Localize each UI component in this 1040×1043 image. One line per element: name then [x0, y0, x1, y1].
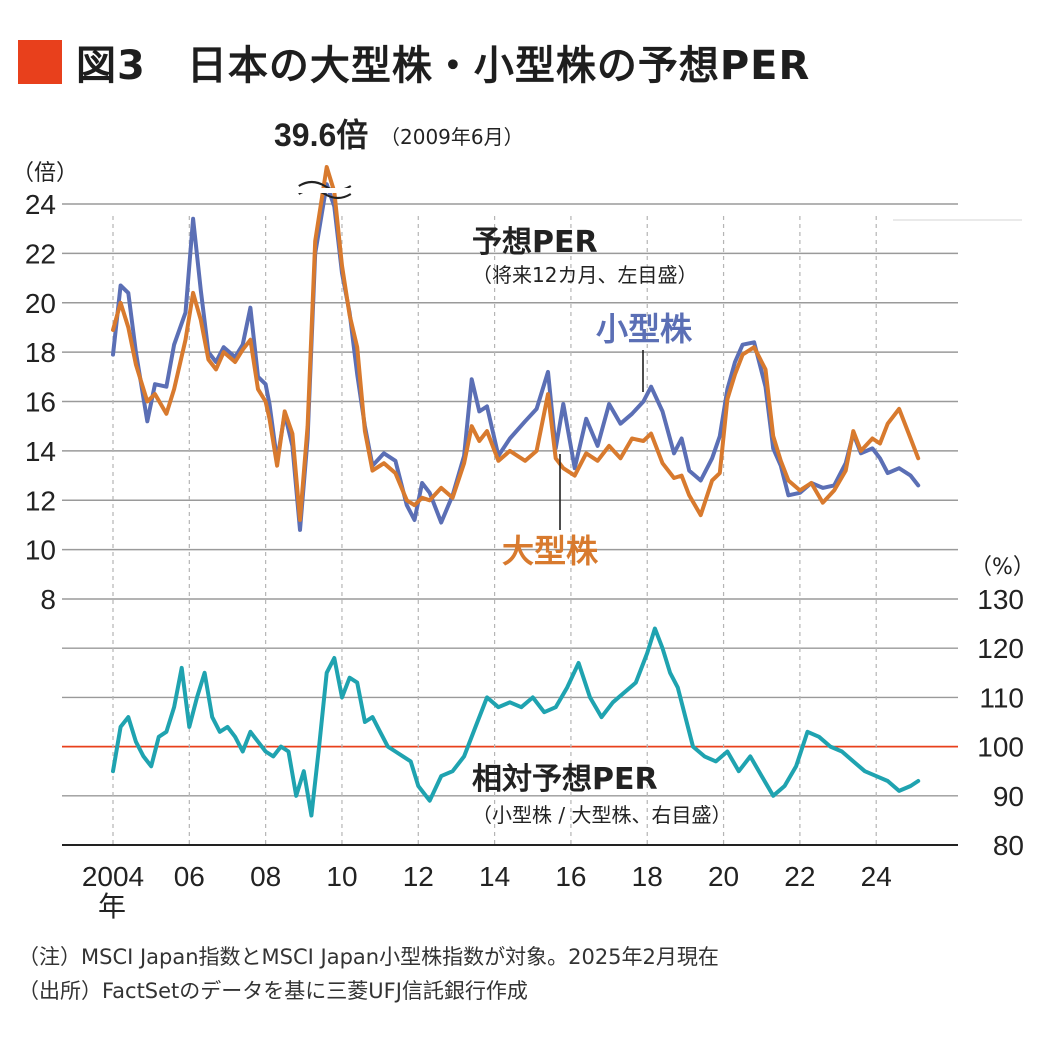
peak-value-label: 39.6倍: [274, 117, 368, 153]
right-tick-120: 120: [977, 633, 1024, 664]
x-tick-08: 08: [250, 861, 281, 892]
left-tick-20: 20: [25, 288, 56, 319]
small-cap-line: [111, 182, 921, 532]
large-cap-line: [111, 165, 921, 522]
left-axis-unit: （倍）: [12, 161, 78, 186]
x-tick-14: 14: [479, 861, 510, 892]
left-tick-18: 18: [25, 337, 56, 368]
relative-per-line: [111, 626, 921, 818]
right-tick-100: 100: [977, 732, 1024, 763]
x-tick-18: 18: [632, 861, 663, 892]
right-axis-unit: （%）: [970, 555, 1035, 580]
chart-title: 図3 日本の大型株・小型株の予想PER: [18, 34, 810, 90]
x-tick-24: 24: [861, 861, 892, 892]
left-tick-8: 8: [40, 584, 56, 615]
right-tick-90: 90: [993, 781, 1024, 812]
footnotes: （注）MSCI Japan指数とMSCI Japan小型株指数が対象。2025年…: [18, 940, 719, 1008]
x-year-label: 年: [98, 891, 126, 922]
footnote-source: （出所）FactSetのデータを基に三菱UFJ信託銀行作成: [18, 979, 528, 1003]
left-tick-14: 14: [25, 436, 56, 467]
left-tick-16: 16: [25, 387, 56, 418]
left-tick-12: 12: [25, 485, 56, 516]
relative-subtitle: （小型株 / 大型株、右目盛）: [472, 803, 731, 827]
x-tick-22: 22: [784, 861, 815, 892]
title-marker: [18, 40, 62, 84]
x-tick-2004: 2004: [82, 861, 144, 892]
x-tick-20: 20: [708, 861, 739, 892]
right-tick-80: 80: [993, 830, 1024, 861]
x-tick-06: 06: [174, 861, 205, 892]
left-tick-10: 10: [25, 535, 56, 566]
axis-break-gap: [296, 188, 353, 193]
left-tick-24: 24: [25, 189, 56, 220]
large-cap-label: 大型株: [502, 532, 599, 570]
per-subtitle: （将来12カ月、左目盛）: [472, 263, 697, 287]
footnote-note: （注）MSCI Japan指数とMSCI Japan小型株指数が対象。2025年…: [18, 945, 719, 969]
peak-date-label: （2009年6月）: [380, 125, 524, 149]
x-tick-10: 10: [326, 861, 357, 892]
right-tick-110: 110: [979, 682, 1024, 713]
right-tick-130: 130: [977, 584, 1024, 615]
relative-title: 相対予想PER: [472, 762, 658, 797]
left-tick-22: 22: [25, 238, 56, 269]
per-lines: [111, 165, 921, 532]
x-tick-12: 12: [403, 861, 434, 892]
small-cap-label: 小型株: [596, 310, 693, 348]
title-text: 図3 日本の大型株・小型株の予想PER: [76, 43, 811, 89]
per-title: 予想PER: [472, 225, 598, 260]
x-tick-16: 16: [555, 861, 586, 892]
